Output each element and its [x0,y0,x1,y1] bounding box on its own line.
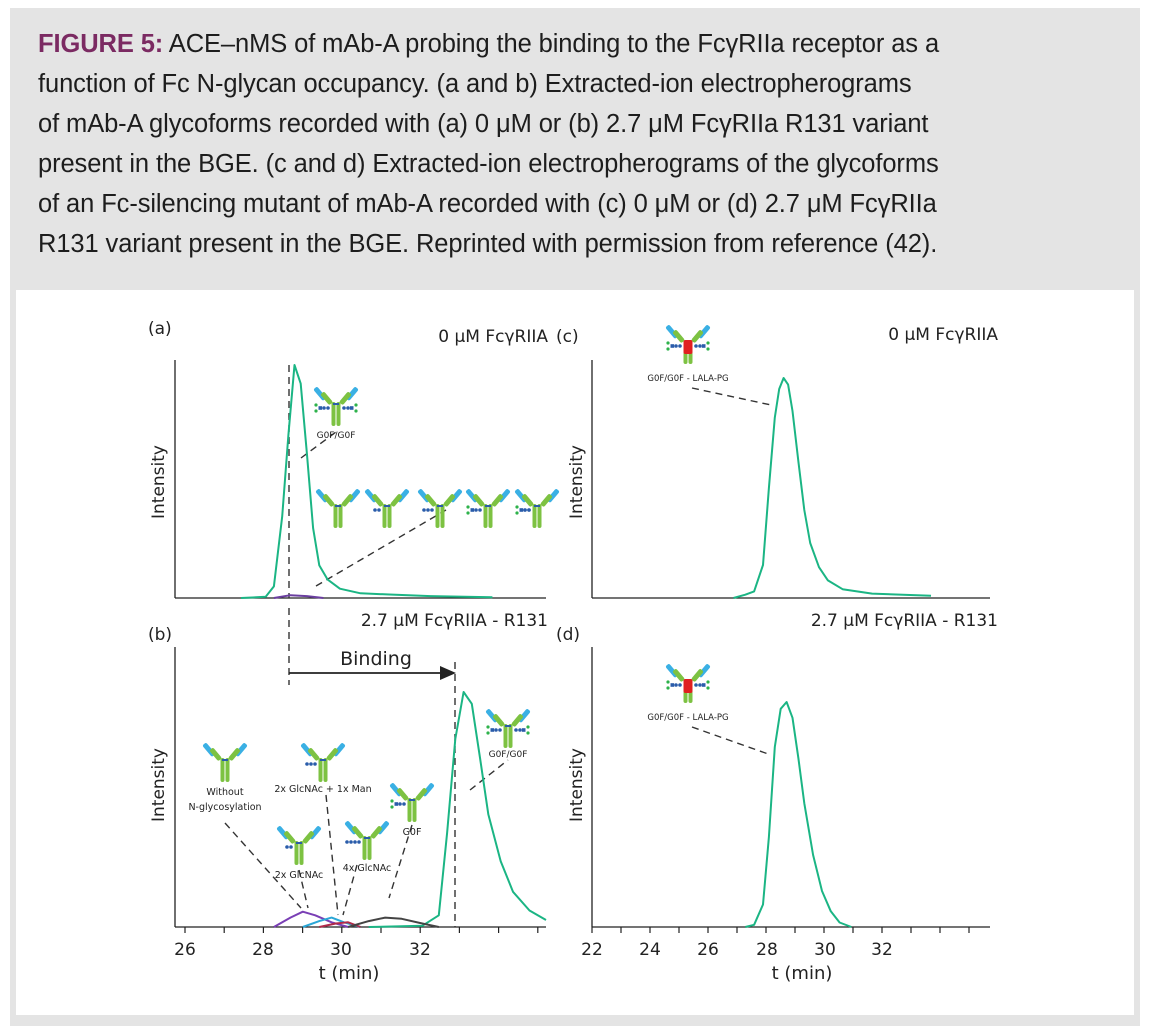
panel-d-letter: (d) [556,625,580,645]
antibody-4x-glcnac-icon [344,820,390,860]
antibody-without-glycosylation-icon [202,742,248,782]
panel-b-g0f-label: G0F/G0F [489,750,528,760]
panel-c-ylabel: Intensity [567,445,587,519]
trace-a-0 [240,364,493,599]
panel-c-condition: 0 µM FcγRIIA [888,325,998,345]
panel-a-letter: (a) [148,319,172,339]
caption-line-6: R131 variant present in the BGE. Reprint… [38,230,938,258]
panel-b-letter: (b) [148,625,172,645]
figure-label: FIGURE 5: [38,30,164,58]
label-2x-glcnac-man: 2x GlcNAc + 1x Man [274,784,371,795]
antibody-lala-pg-icon-d [665,663,711,703]
electropherogram-figure: (a) 0 µM FcγRIIA (c) 0 µM FcγRIIA (b) 2.… [148,319,998,984]
right-tick-30: 30 [814,940,836,960]
left-tick-30: 30 [330,940,352,960]
figure-caption: FIGURE 5: ACE–nMS of mAb-A probing the b… [38,24,1118,264]
panel-d-label: G0F/G0F - LALA-PG [647,713,728,723]
binding-arrow [289,666,456,680]
antibody-g0f-bound-icon [485,708,531,748]
antibody-g0f-icon [313,386,359,426]
right-tick-26: 26 [697,940,719,960]
label-without: Without [206,787,243,798]
label-2x-glcnac: 2x GlcNAc [275,870,324,881]
axis-ticks [184,927,970,933]
trace-b-0 [368,691,547,928]
antibody-2x-glcnac-man-icon [300,742,346,782]
panel-c-axes [591,360,990,599]
panel-d-axes [591,647,990,928]
panel-c-label: G0F/G0F - LALA-PG [647,374,728,384]
caption-line-4: present in the BGE. (c and d) Extracted-… [38,150,939,178]
trace-c-0 [733,377,932,599]
caption-line-5: of an Fc-silencing mutant of mAb-A recor… [38,190,937,218]
left-xlabel: t (min) [319,963,380,984]
caption-line-3: of mAb-A glycoforms recorded with (a) 0 … [38,110,929,138]
binding-label: Binding [340,648,412,670]
trace-a-1 [273,594,324,599]
antibody-lala-pg-icon-c [665,324,711,364]
left-tick-26: 26 [174,940,196,960]
left-tick-32: 32 [409,940,431,960]
antibody-glycoform-icons [315,488,560,528]
panel-d-ylabel: Intensity [567,748,587,822]
panel-d-condition: 2.7 µM FcγRIIA - R131 [811,611,998,631]
caption-line-1: FIGURE 5: ACE–nMS of mAb-A probing the b… [38,24,1118,64]
panel-b-condition: 2.7 µM FcγRIIA - R131 [361,611,548,631]
right-tick-28: 28 [756,940,778,960]
panel-a-axes [174,360,546,599]
trace-d-0 [745,701,852,928]
left-tick-28: 28 [252,940,274,960]
antibody-g0f-single-icon [389,782,435,822]
right-tick-24: 24 [639,940,661,960]
reference-dashed-lines [224,365,772,927]
figure-panel: (a) 0 µM FcγRIIA (c) 0 µM FcγRIIA (b) 2.… [16,290,1134,1015]
panel-a-g0f-label: G0F/G0F [317,431,356,441]
antibody-2x-glcnac-icon [276,825,322,865]
panel-c-letter: (c) [556,327,579,347]
panel-a-condition: 0 µM FcγRIIA [438,327,548,347]
panel-a-ylabel: Intensity [149,445,169,519]
trace-b-4 [347,916,440,928]
label-4x-glcnac: 4x GlcNAc [343,863,392,874]
right-xlabel: t (min) [772,963,833,984]
panel-b-ylabel: Intensity [149,748,169,822]
label-n-glycosylation: N-glycosylation [188,802,261,813]
chart-traces [240,364,932,928]
caption-text-1: ACE–nMS of mAb-A probing the binding to … [163,30,940,58]
right-tick-22: 22 [581,940,603,960]
caption-line-2: function of Fc N-glycan occupancy. (a an… [38,70,912,98]
label-g0f: G0F [403,827,422,838]
right-tick-32: 32 [871,940,893,960]
